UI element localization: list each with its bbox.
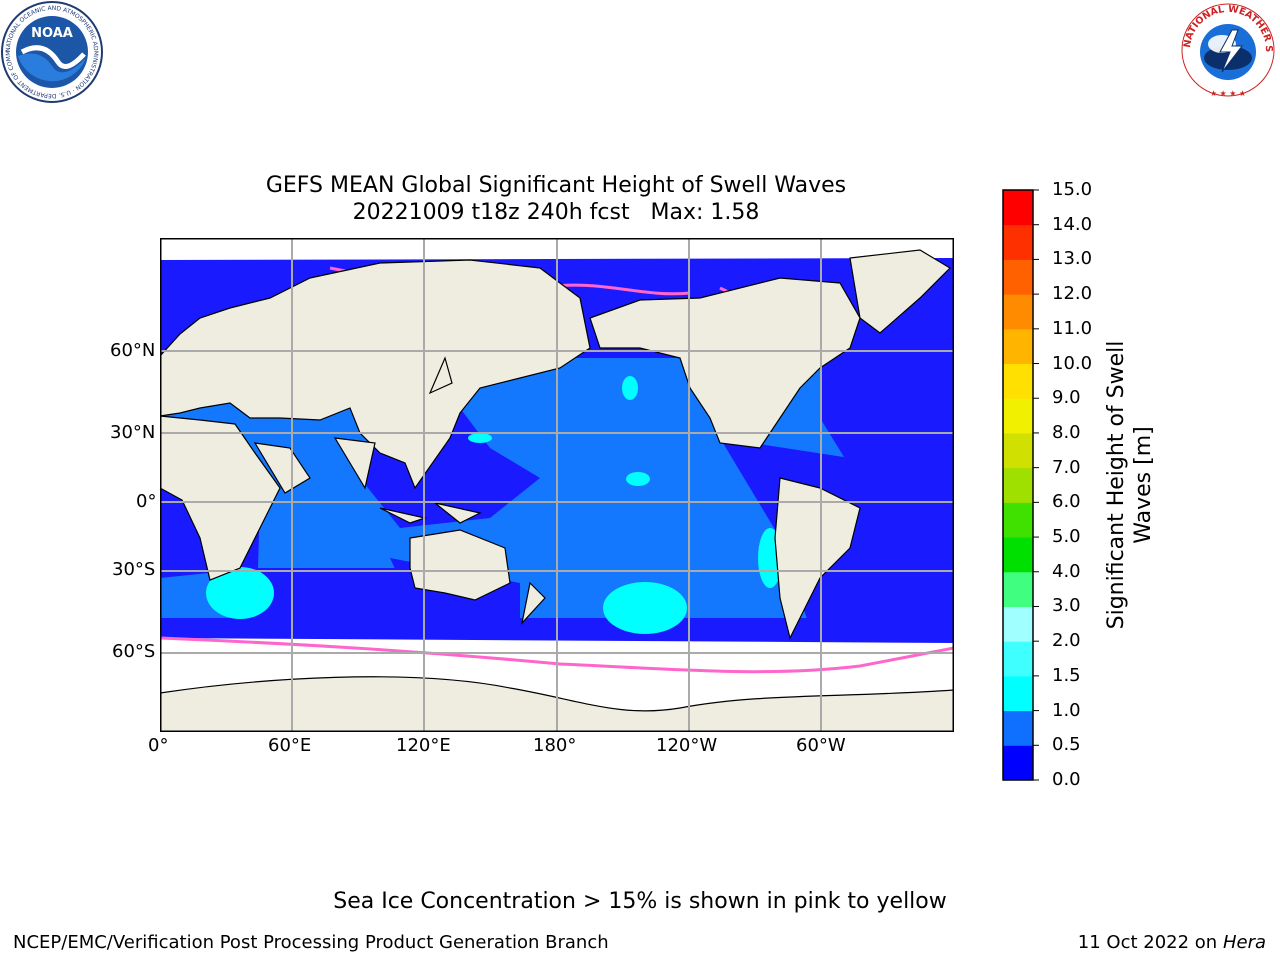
lon-tick-0: 0° xyxy=(148,735,169,756)
sea-ice-note: Sea Ice Concentration > 15% is shown in … xyxy=(333,889,947,914)
colorbar-tick-label: 1.5 xyxy=(1052,664,1081,686)
lon-tick-60w: 60°W xyxy=(796,735,846,756)
colorbar-tick-label: 9.0 xyxy=(1052,387,1081,409)
colorbar-tick-label: 11.0 xyxy=(1052,317,1093,339)
colorbar-tick-label: 0.5 xyxy=(1052,734,1081,756)
colorbar-segment xyxy=(1003,259,1033,295)
lat-tick-0: 0° xyxy=(136,491,157,512)
swell-height-map xyxy=(160,238,954,732)
map-title: GEFS MEAN Global Significant Height of S… xyxy=(0,172,1112,226)
colorbar-segment xyxy=(1003,328,1033,365)
colorbar-segment xyxy=(1003,398,1033,434)
colorbar-tick-label: 12.0 xyxy=(1052,283,1093,305)
run-host: Hera xyxy=(1222,932,1266,953)
svg-text:★ ★ ★ ★: ★ ★ ★ ★ xyxy=(1210,89,1246,98)
colorbar-segment xyxy=(1003,537,1033,573)
lon-tick-120w: 120°W xyxy=(656,735,718,756)
colorbar-tick-label: 0.0 xyxy=(1052,769,1081,790)
colorbar-tick-label: 5.0 xyxy=(1052,526,1081,548)
lon-tick-60e: 60°E xyxy=(268,735,312,756)
colorbar-segment xyxy=(1003,710,1033,746)
branch-credit: NCEP/EMC/Verification Post Processing Pr… xyxy=(13,932,609,953)
colorbar-tick-label: 8.0 xyxy=(1052,421,1081,443)
colorbar-segment xyxy=(1003,571,1033,607)
noaa-logo: NATIONAL OCEANIC AND ATMOSPHERIC ADMINIS… xyxy=(0,0,103,103)
colorbar-tick-label: 2.0 xyxy=(1052,630,1081,652)
run-date-text: 11 Oct 2022 on xyxy=(1077,932,1223,953)
title-line-2: 20221009 t18z 240h fcst Max: 1.58 xyxy=(352,200,760,225)
colorbar-tick-label: 6.0 xyxy=(1052,491,1081,513)
colorbar-label-line-2: Waves [m] xyxy=(1131,426,1156,544)
colorbar xyxy=(1002,189,1039,781)
colorbar-segment xyxy=(1003,467,1033,503)
title-line-1: GEFS MEAN Global Significant Height of S… xyxy=(265,173,847,198)
colorbar-tick-label: 7.0 xyxy=(1052,456,1081,478)
noaa-logo-text: NOAA xyxy=(31,26,73,41)
colorbar-tick-label: 3.0 xyxy=(1052,595,1081,617)
map-frame xyxy=(160,238,954,732)
colorbar-segment xyxy=(1003,502,1033,538)
colorbar-tick-label: 15.0 xyxy=(1052,179,1093,200)
nws-logo: NATIONAL WEATHER SERVICE ★ ★ ★ ★ xyxy=(1176,0,1275,98)
colorbar-frame xyxy=(1002,189,1034,781)
colorbar-segment xyxy=(1003,224,1033,260)
colorbar-segment xyxy=(1003,432,1033,469)
colorbar-segment xyxy=(1003,745,1033,781)
colorbar-tick-label: 13.0 xyxy=(1052,248,1093,270)
colorbar-label-line-1: Significant Height of Swell xyxy=(1104,340,1129,630)
colorbar-tick-label: 14.0 xyxy=(1052,213,1093,235)
run-date: 11 Oct 2022 on Hera xyxy=(1078,932,1266,953)
colorbar-segment xyxy=(1003,294,1033,330)
lat-tick-30s: 30°S xyxy=(112,559,156,580)
colorbar-segment xyxy=(1003,675,1033,712)
colorbar-tick-label: 4.0 xyxy=(1052,560,1081,582)
lat-tick-30n: 30°N xyxy=(110,422,156,443)
lat-tick-60s: 60°S xyxy=(112,641,156,662)
lat-tick-60n: 60°N xyxy=(110,340,156,361)
lon-tick-180: 180° xyxy=(533,735,577,756)
colorbar-tick-label: 10.0 xyxy=(1052,352,1093,374)
lon-tick-120e: 120°E xyxy=(396,735,451,756)
colorbar-tick-label: 1.0 xyxy=(1052,699,1081,721)
map-gridlines xyxy=(160,238,954,732)
colorbar-segment xyxy=(1003,606,1033,642)
colorbar-segment xyxy=(1003,190,1033,226)
colorbar-segment xyxy=(1003,363,1033,399)
colorbar-segment xyxy=(1003,641,1033,677)
